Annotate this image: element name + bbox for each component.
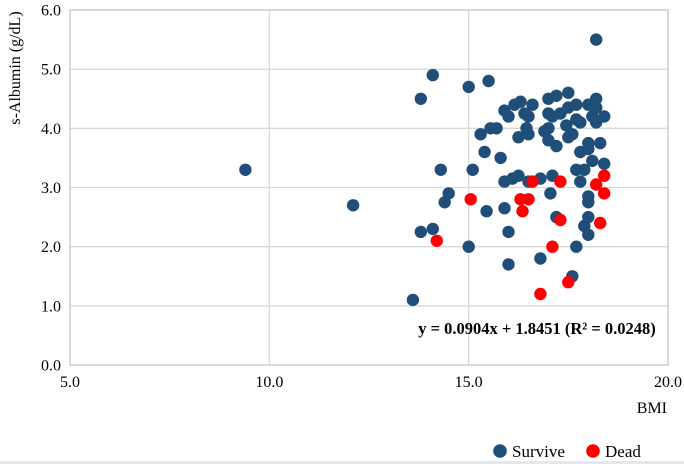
- x-axis-tick-label: 10.0: [255, 374, 283, 391]
- data-point-survive: [514, 95, 527, 108]
- data-point-survive: [550, 89, 563, 103]
- x-axis-tick-label: 15.0: [455, 374, 483, 391]
- data-point-survive: [512, 169, 525, 182]
- x-axis-title: BMI: [637, 400, 667, 417]
- y-axis-tick-label: 0.0: [41, 358, 61, 375]
- data-point-dead: [598, 187, 611, 200]
- legend-label-dead: Dead: [605, 442, 641, 461]
- bottom-edge-strip: [0, 461, 684, 464]
- data-point-survive: [434, 163, 447, 176]
- data-point-survive: [542, 122, 555, 135]
- data-point-survive: [478, 145, 491, 159]
- data-point-survive: [566, 128, 579, 141]
- data-point-survive: [502, 258, 515, 271]
- x-axis-tick-label: 20.0: [654, 374, 682, 391]
- plot-area-border: [69, 9, 669, 366]
- y-axis-tick-label: 3.0: [41, 180, 61, 197]
- data-point-survive: [466, 163, 479, 176]
- data-point-dead: [516, 205, 529, 218]
- data-point-dead: [464, 193, 477, 206]
- data-point-dead: [430, 234, 443, 247]
- data-point-dead: [562, 276, 575, 289]
- data-point-survive: [498, 202, 511, 215]
- legend-marker-dead-icon: [586, 444, 600, 458]
- data-point-dead: [554, 213, 567, 227]
- data-point-survive: [526, 98, 539, 111]
- y-axis-tick-label: 5.0: [41, 62, 61, 79]
- data-point-survive: [570, 240, 583, 253]
- data-point-survive: [522, 110, 535, 123]
- data-point-survive: [560, 119, 573, 132]
- data-point-survive: [442, 187, 455, 200]
- x-axis-tick-label: 5.0: [60, 374, 80, 391]
- data-point-survive: [582, 196, 595, 209]
- data-point-survive: [598, 157, 611, 170]
- data-point-survive: [502, 225, 515, 239]
- data-point-survive: [414, 225, 427, 239]
- data-point-survive: [590, 33, 603, 46]
- data-point-survive: [502, 110, 515, 123]
- data-point-survive: [494, 151, 507, 165]
- data-point-survive: [406, 293, 420, 307]
- data-point-survive: [590, 101, 603, 114]
- data-point-survive: [590, 92, 603, 106]
- y-axis-tick-label: 6.0: [41, 3, 61, 20]
- data-point-survive: [239, 163, 252, 176]
- data-point-survive: [512, 131, 525, 144]
- data-point-survive: [550, 139, 563, 153]
- data-point-survive: [474, 128, 487, 141]
- data-point-dead: [546, 240, 559, 253]
- data-point-survive: [574, 116, 587, 129]
- data-point-dead: [526, 175, 539, 188]
- data-point-survive: [586, 154, 599, 168]
- data-point-survive: [482, 74, 495, 88]
- data-point-survive: [426, 222, 439, 236]
- data-point-dead: [598, 169, 611, 182]
- data-point-survive: [522, 128, 535, 141]
- data-point-survive: [594, 136, 607, 150]
- y-axis-tick-label: 4.0: [41, 121, 61, 138]
- y-axis-title: s-Albumin (g/dL): [7, 11, 24, 124]
- data-point-dead: [590, 178, 603, 191]
- trendline-equation-label: y = 0.0904x + 1.8451 (R² = 0.0248): [418, 319, 656, 338]
- data-point-survive: [462, 240, 475, 253]
- data-point-dead: [594, 216, 607, 230]
- data-point-survive: [534, 252, 547, 265]
- data-point-survive: [578, 163, 591, 176]
- legend-label-survive: Survive: [512, 442, 565, 461]
- data-point-survive: [426, 68, 439, 82]
- data-point-survive: [574, 175, 587, 188]
- y-axis-tick-label: 1.0: [41, 298, 61, 315]
- data-point-survive: [570, 98, 583, 111]
- data-point-survive: [462, 80, 475, 94]
- data-point-survive: [346, 199, 360, 212]
- data-point-survive: [414, 92, 427, 106]
- data-point-survive: [490, 122, 503, 135]
- data-point-survive: [582, 142, 595, 156]
- data-point-survive: [480, 205, 493, 218]
- data-point-survive: [582, 210, 595, 224]
- data-point-survive: [544, 187, 557, 200]
- data-point-dead: [554, 175, 567, 188]
- data-point-survive: [582, 228, 595, 241]
- data-point-dead: [522, 193, 535, 206]
- data-point-survive: [562, 86, 575, 100]
- data-point-survive: [598, 110, 611, 123]
- data-point-dead: [534, 287, 547, 301]
- y-axis-tick-label: 2.0: [41, 239, 61, 256]
- legend-marker-survive-icon: [493, 444, 507, 458]
